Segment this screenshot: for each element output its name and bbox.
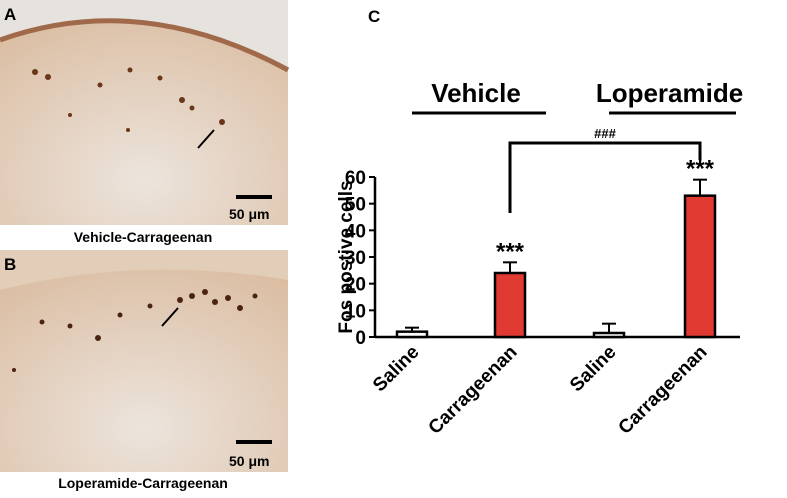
y-tick-label: 30 xyxy=(345,248,366,269)
x-tick-label: Saline xyxy=(369,342,423,396)
comparison-label: ### xyxy=(594,126,616,141)
caption: Loperamide-Carrageenan xyxy=(58,475,228,491)
x-tick-label: Saline xyxy=(566,342,620,396)
y-tick-label: 20 xyxy=(345,275,366,296)
panel-label: B xyxy=(4,255,16,274)
panel-label: C xyxy=(368,7,380,26)
bar xyxy=(592,331,626,339)
bar xyxy=(683,194,717,339)
comparison-bracket xyxy=(508,141,702,213)
group-label: Vehicle xyxy=(431,78,521,108)
panel-label: A xyxy=(4,5,16,24)
y-tick-label: 0 xyxy=(355,328,366,349)
significance: *** xyxy=(686,156,715,183)
y-tick-label: 50 xyxy=(345,195,366,216)
y-tick-label: 10 xyxy=(345,301,366,322)
micrograph-b xyxy=(0,250,288,472)
caption: Vehicle-Carrageenan xyxy=(74,229,213,245)
significance: *** xyxy=(496,238,525,265)
y-axis-label: Fos postive cells xyxy=(336,180,357,333)
group-label: Loperamide xyxy=(596,78,743,108)
x-tick-label: Carrageenan xyxy=(615,342,712,439)
x-tick-label: Carrageenan xyxy=(425,342,522,439)
bar xyxy=(493,271,527,339)
bar xyxy=(395,330,429,339)
y-tick-label: 60 xyxy=(345,168,366,189)
scale-bar-label: 50 μm xyxy=(229,453,269,469)
scale-bar-label: 50 μm xyxy=(229,206,269,222)
y-tick-label: 40 xyxy=(345,221,366,242)
micrograph-a xyxy=(0,0,290,225)
